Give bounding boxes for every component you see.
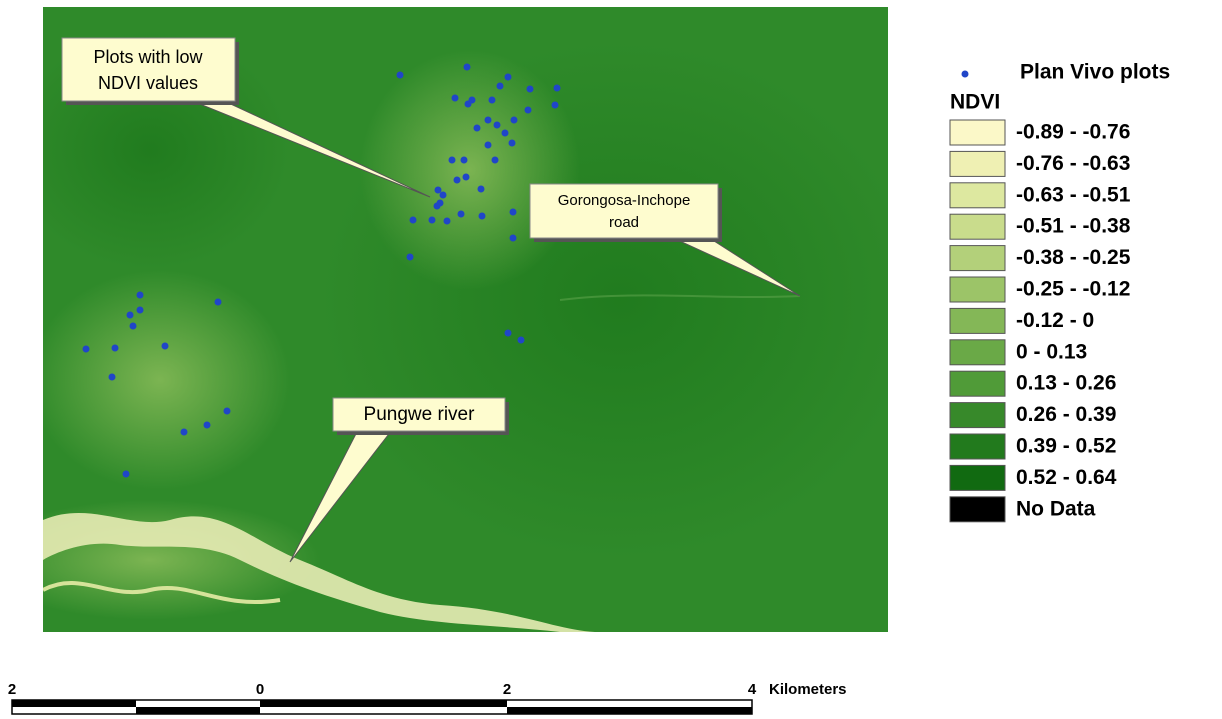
plot-point <box>510 209 517 216</box>
plot-point <box>518 337 525 344</box>
callout-text: road <box>609 214 639 231</box>
legend-label: -0.25 - -0.12 <box>1016 278 1130 301</box>
legend-point-symbol <box>962 71 969 78</box>
plot-point <box>130 323 137 330</box>
plot-point <box>440 192 447 199</box>
plot-point <box>527 86 534 93</box>
plot-point <box>494 122 501 129</box>
plot-point <box>215 299 222 306</box>
scale-bar-segment <box>136 707 260 714</box>
plot-point <box>435 187 442 194</box>
plot-point <box>497 83 504 90</box>
plot-point <box>410 217 417 224</box>
legend-swatch <box>950 214 1005 239</box>
scale-label: 2 <box>8 681 16 698</box>
legend-swatch <box>950 151 1005 176</box>
scale-bar-segment <box>507 707 752 714</box>
plot-point <box>489 97 496 104</box>
plot-point <box>474 125 481 132</box>
callout-text: NDVI values <box>98 73 198 93</box>
plot-point <box>492 157 499 164</box>
legend-label: No Data <box>1016 497 1096 520</box>
plot-point <box>485 142 492 149</box>
legend-label: -0.63 - -0.51 <box>1016 183 1131 206</box>
legend-swatch <box>950 434 1005 459</box>
legend: Plan Vivo plots NDVI -0.89 - -0.76 -0.76 … <box>950 61 1170 522</box>
scale-label: 0 <box>256 681 264 698</box>
plot-point <box>510 235 517 242</box>
plot-point <box>127 312 134 319</box>
plot-point <box>478 186 485 193</box>
plot-point <box>434 203 441 210</box>
legend-label: 0.52 - 0.64 <box>1016 466 1117 489</box>
legend-swatch <box>950 340 1005 365</box>
plot-point <box>461 157 468 164</box>
plot-point <box>137 292 144 299</box>
legend-label: Plan Vivo plots <box>1020 61 1170 84</box>
plot-point <box>505 330 512 337</box>
plot-point <box>502 130 509 137</box>
legend-label: -0.38 - -0.25 <box>1016 246 1131 269</box>
plot-point <box>429 217 436 224</box>
plot-point <box>511 117 518 124</box>
plot-point <box>464 64 471 71</box>
callout-text: Gorongosa-Inchope <box>558 192 691 209</box>
legend-swatch <box>950 120 1005 145</box>
plot-point <box>465 101 472 108</box>
plot-point <box>463 174 470 181</box>
plot-point <box>449 157 456 164</box>
plot-point <box>479 213 486 220</box>
plot-point <box>123 471 130 478</box>
legend-label: 0.26 - 0.39 <box>1016 403 1116 426</box>
legend-label: -0.51 - -0.38 <box>1016 215 1131 238</box>
legend-swatch <box>950 371 1005 396</box>
legend-label: 0.39 - 0.52 <box>1016 435 1116 458</box>
scale-bar-segment <box>12 700 136 707</box>
plot-point <box>204 422 211 429</box>
plot-point <box>83 346 90 353</box>
legend-swatch <box>950 403 1005 428</box>
plot-point <box>554 85 561 92</box>
plot-point <box>162 343 169 350</box>
plot-point <box>224 408 231 415</box>
plot-point <box>552 102 559 109</box>
callout-text: Pungwe river <box>364 404 476 425</box>
plot-point <box>509 140 516 147</box>
plot-point <box>458 211 465 218</box>
legend-label: 0 - 0.13 <box>1016 340 1087 363</box>
plot-point <box>505 74 512 81</box>
scale-label: 4 <box>748 681 757 698</box>
plot-point <box>397 72 404 79</box>
plot-point <box>485 117 492 124</box>
legend-swatch <box>950 465 1005 490</box>
legend-label: 0.13 - 0.26 <box>1016 372 1116 395</box>
plot-point <box>137 307 144 314</box>
map-page: Plots with low NDVI values Gorongosa-Inc… <box>0 0 1222 719</box>
plot-point <box>444 218 451 225</box>
scale-label: 2 <box>503 681 511 698</box>
legend-label: -0.76 - -0.63 <box>1016 152 1130 175</box>
scale-unit: Kilometers <box>769 681 847 698</box>
legend-label: -0.89 - -0.76 <box>1016 121 1130 144</box>
plot-point <box>407 254 414 261</box>
plot-point <box>112 345 119 352</box>
plot-point <box>454 177 461 184</box>
callout-text: Plots with low <box>93 47 203 67</box>
plot-point <box>452 95 459 102</box>
plot-point <box>525 107 532 114</box>
sparse-area <box>30 270 290 490</box>
legend-label: -0.12 - 0 <box>1016 309 1094 332</box>
scale-bar-segment <box>260 700 507 707</box>
legend-swatch <box>950 277 1005 302</box>
legend-swatch <box>950 497 1005 522</box>
legend-swatch <box>950 308 1005 333</box>
plot-point <box>109 374 116 381</box>
legend-swatch <box>950 183 1005 208</box>
plot-point <box>181 429 188 436</box>
scale-bar: 2 0 2 4 Kilometers <box>8 681 847 714</box>
legend-swatch <box>950 246 1005 271</box>
legend-title: NDVI <box>950 91 1000 114</box>
sparse-area <box>360 50 580 290</box>
